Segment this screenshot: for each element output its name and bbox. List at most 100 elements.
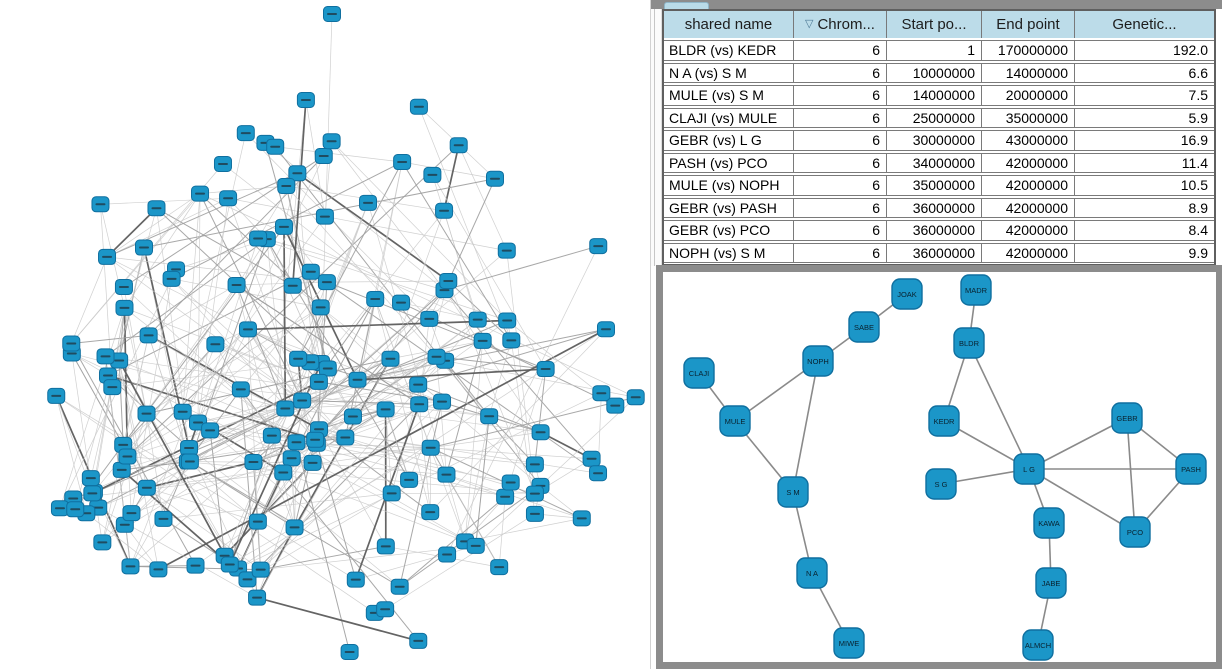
table-row[interactable]: PASH (vs) PCO 6 34000000 42000000 11.4 xyxy=(664,152,1214,173)
overview-node[interactable] xyxy=(501,474,520,491)
overview-node[interactable] xyxy=(423,166,442,183)
overview-node[interactable] xyxy=(191,185,210,202)
node-shape[interactable] xyxy=(925,468,957,500)
node-shape[interactable] xyxy=(833,627,865,659)
overview-node[interactable] xyxy=(359,194,378,211)
network-node-L G[interactable]: L G xyxy=(1013,453,1045,485)
node-shape[interactable] xyxy=(802,345,834,377)
overview-node[interactable] xyxy=(287,434,306,451)
network-node-S M[interactable]: S M xyxy=(777,476,809,508)
overview-node[interactable] xyxy=(410,396,429,413)
overview-node[interactable] xyxy=(248,513,267,530)
detail-network-panel[interactable]: JOAK MADR SABE BLDR NOPH CLAJI KEDR MULE GEBR L G… xyxy=(656,265,1222,669)
network-node-JOAK[interactable]: JOAK xyxy=(891,278,923,310)
overview-node[interactable] xyxy=(93,534,112,551)
overview-node[interactable] xyxy=(285,519,304,536)
overview-node[interactable] xyxy=(311,299,330,316)
overview-node[interactable] xyxy=(91,196,110,213)
overview-node[interactable] xyxy=(409,376,428,393)
network-node-GEBR[interactable]: GEBR xyxy=(1111,402,1143,434)
network-node-BLDR[interactable]: BLDR xyxy=(953,327,985,359)
overview-node[interactable] xyxy=(236,125,255,142)
overview-node[interactable] xyxy=(382,485,401,502)
overview-node[interactable] xyxy=(274,218,293,235)
table-row[interactable]: MULE (vs) S M 6 14000000 20000000 7.5 xyxy=(664,85,1214,106)
overview-node[interactable] xyxy=(274,464,293,481)
overview-node[interactable] xyxy=(309,373,328,390)
overview-node[interactable] xyxy=(322,133,341,150)
table-row[interactable]: CLAJI (vs) MULE 6 25000000 35000000 5.9 xyxy=(664,107,1214,128)
overview-node[interactable] xyxy=(449,137,468,154)
network-node-PASH[interactable]: PASH xyxy=(1175,453,1207,485)
table-row[interactable]: BLDR (vs) KEDR 6 1 170000000 192.0 xyxy=(664,40,1214,61)
overview-node[interactable] xyxy=(238,571,257,588)
overview-node[interactable] xyxy=(376,601,395,618)
overview-node[interactable] xyxy=(421,439,440,456)
overview-node[interactable] xyxy=(276,400,295,417)
column-header-3[interactable]: End point xyxy=(982,11,1075,38)
overview-node[interactable] xyxy=(238,321,257,338)
overview-node[interactable] xyxy=(139,327,158,344)
overview-node[interactable] xyxy=(433,393,452,410)
overview-node[interactable] xyxy=(409,98,428,115)
overview-node[interactable] xyxy=(427,348,446,365)
overview-node[interactable] xyxy=(596,321,615,338)
network-node-MADR[interactable]: MADR xyxy=(960,274,992,306)
overview-node[interactable] xyxy=(135,239,154,256)
overview-node[interactable] xyxy=(376,538,395,555)
overview-node[interactable] xyxy=(589,238,608,255)
overview-node[interactable] xyxy=(122,505,141,522)
overview-node[interactable] xyxy=(266,138,285,155)
overview-node[interactable] xyxy=(149,561,168,578)
overview-node[interactable] xyxy=(114,278,133,295)
overview-node[interactable] xyxy=(438,546,457,563)
table-tab-fragment[interactable] xyxy=(664,2,709,9)
overview-node[interactable] xyxy=(293,392,312,409)
network-node-KEDR[interactable]: KEDR xyxy=(928,405,960,437)
overview-node[interactable] xyxy=(137,479,156,496)
node-shape[interactable] xyxy=(777,476,809,508)
overview-node[interactable] xyxy=(112,461,131,478)
overview-node[interactable] xyxy=(592,385,611,402)
network-node-NOPH[interactable]: NOPH xyxy=(802,345,834,377)
network-edge-NOPH-S M[interactable] xyxy=(792,360,819,493)
overview-node[interactable] xyxy=(390,578,409,595)
node-shape[interactable] xyxy=(1033,507,1065,539)
overview-node[interactable] xyxy=(314,148,333,165)
overview-node[interactable] xyxy=(343,408,362,425)
overview-node[interactable] xyxy=(83,485,102,502)
column-header-0[interactable]: shared name xyxy=(664,11,794,38)
overview-node[interactable] xyxy=(227,276,246,293)
network-node-JABE[interactable]: JABE xyxy=(1035,567,1067,599)
overview-node[interactable] xyxy=(282,450,301,467)
overview-node[interactable] xyxy=(439,272,458,289)
node-shape[interactable] xyxy=(1035,567,1067,599)
overview-node[interactable] xyxy=(147,200,166,217)
network-node-MULE[interactable]: MULE xyxy=(719,405,751,437)
overview-node[interactable] xyxy=(249,230,268,247)
overview-node[interactable] xyxy=(498,312,517,329)
overview-node[interactable] xyxy=(420,310,439,327)
node-shape[interactable] xyxy=(683,357,715,389)
node-shape[interactable] xyxy=(953,327,985,359)
network-edge-L G-GEBR[interactable] xyxy=(1028,417,1128,470)
overview-node[interactable] xyxy=(283,277,302,294)
overview-node[interactable] xyxy=(606,397,625,414)
overview-node[interactable] xyxy=(47,387,66,404)
table-row[interactable]: GEBR (vs) PCO 6 36000000 42000000 8.4 xyxy=(664,220,1214,241)
overview-node[interactable] xyxy=(103,379,122,396)
overview-node[interactable] xyxy=(589,465,608,482)
column-header-4[interactable]: Genetic... xyxy=(1075,11,1214,38)
overview-node[interactable] xyxy=(336,429,355,446)
column-header-2[interactable]: Start po... xyxy=(887,11,982,38)
overview-node[interactable] xyxy=(303,454,322,471)
overview-node[interactable] xyxy=(400,471,419,488)
table-row[interactable]: MULE (vs) NOPH 6 35000000 42000000 10.5 xyxy=(664,175,1214,196)
overview-node[interactable] xyxy=(536,361,555,378)
network-edge-BLDR-L G[interactable] xyxy=(968,342,1030,470)
overview-node[interactable] xyxy=(186,557,205,574)
overview-node[interactable] xyxy=(248,589,267,606)
overview-node[interactable] xyxy=(525,505,544,522)
overview-node[interactable] xyxy=(66,501,85,518)
overview-node[interactable] xyxy=(490,559,509,576)
